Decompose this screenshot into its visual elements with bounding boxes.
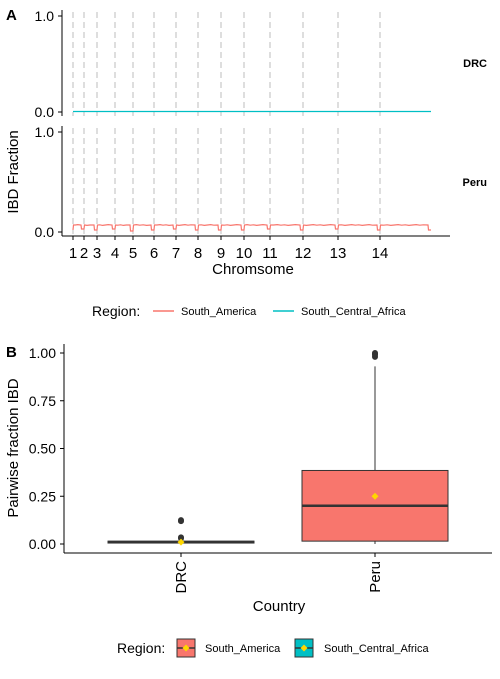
mean-marker-drc xyxy=(177,538,185,546)
y-tick-label-drc-0: 0.0 xyxy=(35,104,55,120)
x-tick-label-9: 9 xyxy=(217,245,225,262)
series-line-peru xyxy=(72,223,431,232)
x-tick-label-14: 14 xyxy=(372,245,389,262)
x-tick-label-3: 3 xyxy=(93,245,101,262)
panel-b-xlabel: Country xyxy=(253,598,306,615)
y-tick-label-0.50: 0.50 xyxy=(29,441,56,457)
legend-a-title: Region: xyxy=(92,303,140,319)
legend-b: Region: South_America South_Central_Afri… xyxy=(117,638,429,658)
panel-a-xlabel: Chromsome xyxy=(212,261,294,278)
mean-marker-peru xyxy=(371,492,379,500)
x-tick-label-1: 1 xyxy=(69,245,77,262)
legend-b-key-south-america xyxy=(176,638,196,658)
panel-b-tag: B xyxy=(6,344,17,361)
x-tick-label-8: 8 xyxy=(194,245,202,262)
x-tick-label-7: 7 xyxy=(172,245,180,262)
y-tick-label-1.00: 1.00 xyxy=(29,345,56,361)
panel-a: 0.01.00.01.01 2 3 4 5 6 7 8 9 10 11 12 13 14 xyxy=(35,8,450,262)
facet-label-drc: DRC xyxy=(463,58,487,70)
x-tick-label-11: 11 xyxy=(262,245,278,262)
x-tick-label-drc: DRC xyxy=(173,561,190,594)
legend-b-key-south-central-africa xyxy=(294,638,314,658)
legend-a-label-south-america: South_America xyxy=(181,306,257,318)
y-tick-label-0.75: 0.75 xyxy=(29,393,56,409)
x-tick-label-10: 10 xyxy=(236,245,253,262)
legend-a: Region: South_America South_Central_Afri… xyxy=(92,303,406,319)
panel-b: 0.00 0.25 0.50 0.75 1.00 DRC Peru xyxy=(29,344,492,594)
outlier-peru-3 xyxy=(372,350,378,357)
y-tick-label-peru-1: 1.0 xyxy=(35,124,55,140)
x-tick-label-peru: Peru xyxy=(367,561,384,593)
x-tick-label-12: 12 xyxy=(295,245,312,262)
panel-b-ylabel: Pairwise fraction IBD xyxy=(5,378,22,517)
x-tick-label-13: 13 xyxy=(330,245,347,262)
y-tick-label-0.00: 0.00 xyxy=(29,536,56,552)
legend-b-label-south-central-africa: South_Central_Africa xyxy=(324,643,429,655)
facet-label-peru: Peru xyxy=(463,177,487,189)
legend-b-label-south-america: South_America xyxy=(205,643,281,655)
y-tick-label-peru-0: 0.0 xyxy=(35,224,55,240)
legend-b-title: Region: xyxy=(117,640,165,656)
x-tick-label-4: 4 xyxy=(111,245,119,262)
y-tick-label-drc-1: 1.0 xyxy=(35,8,55,24)
outlier-drc-3 xyxy=(178,517,184,524)
x-tick-label-5: 5 xyxy=(129,245,137,262)
panel-a-ylabel: IBD Fraction xyxy=(5,130,22,213)
legend-a-label-south-central-africa: South_Central_Africa xyxy=(301,306,406,318)
outlier-drc-1 xyxy=(178,534,184,541)
x-tick-label-6: 6 xyxy=(150,245,158,262)
y-tick-label-0.25: 0.25 xyxy=(29,488,56,504)
panel-a-tag: A xyxy=(6,7,17,24)
x-tick-label-2: 2 xyxy=(80,245,88,262)
